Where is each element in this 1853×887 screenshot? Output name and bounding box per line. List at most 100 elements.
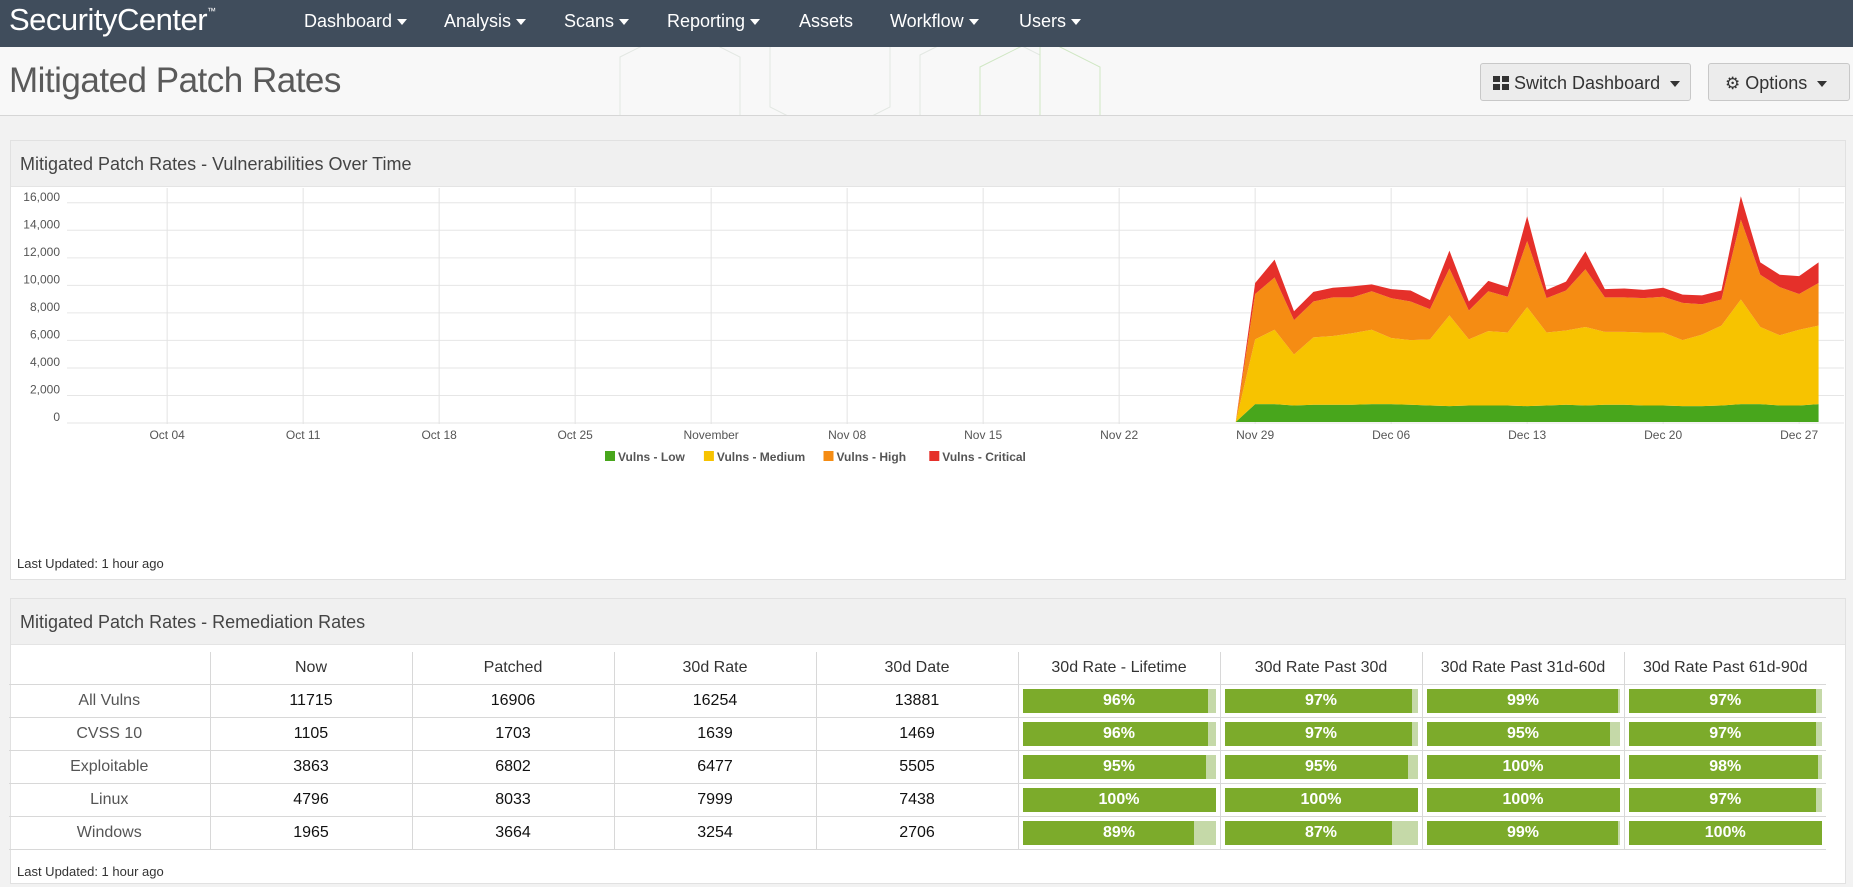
progress-label: 100% <box>1502 757 1544 775</box>
legend-label: Vulns - Medium <box>717 450 805 464</box>
caret-down-icon <box>516 19 527 26</box>
progress-fill <box>1022 754 1206 779</box>
progress-fill <box>1224 721 1412 746</box>
progress-label: 97% <box>1304 691 1338 709</box>
remediation-panel-title: Mitigated Patch Rates - Remediation Rate… <box>11 599 1845 645</box>
table-cell: 3254 <box>614 816 817 850</box>
vulnerabilities-chart: 16,000 14,000 12,000 10,000 8,000 6,000 4,000 2… <box>23 188 1844 464</box>
table-cell: 16254 <box>614 684 817 718</box>
rate-cell: 87% <box>1220 816 1423 850</box>
table-cell: 4796 <box>210 783 413 817</box>
progress-bar: 89% <box>1022 820 1216 845</box>
progress-fill <box>1628 820 1822 845</box>
progress-fill <box>1628 787 1817 812</box>
progress-bar: 97% <box>1628 721 1822 746</box>
legend-label: Vulns - High <box>837 450 907 464</box>
progress-bar: 97% <box>1628 787 1822 812</box>
nav-reporting[interactable]: Reporting <box>667 11 761 32</box>
progress-label: 100% <box>1098 790 1140 808</box>
progress-label: 100% <box>1300 790 1342 808</box>
table-cell: 7438 <box>816 783 1019 817</box>
progress-fill <box>1224 754 1408 779</box>
progress-fill <box>1022 787 1216 812</box>
progress-bar: 96% <box>1022 688 1216 713</box>
series-area <box>1235 219 1819 422</box>
progress-bar: 97% <box>1224 721 1418 746</box>
nav-assets[interactable]: Assets <box>799 11 854 31</box>
column-header: 30d Rate Past 61d-90d <box>1624 652 1826 685</box>
column-header: Now <box>210 652 413 685</box>
progress-label: 98% <box>1709 757 1742 775</box>
y-tick-label: 4,000 <box>30 355 60 369</box>
x-tick-label: Dec 27 <box>1780 428 1818 442</box>
rate-cell: 100% <box>1422 750 1625 784</box>
x-tick-label: Nov 08 <box>828 428 866 442</box>
caret-down-icon <box>750 19 761 26</box>
progress-fill <box>1022 820 1195 845</box>
progress-bar: 100% <box>1628 820 1822 845</box>
nav-workflow[interactable]: Workflow <box>890 11 979 32</box>
legend-swatch <box>605 451 615 461</box>
progress-bar: 100% <box>1022 787 1216 812</box>
table-cell: 8033 <box>412 783 615 817</box>
chart-panel-title: Mitigated Patch Rates - Vulnerabilities … <box>11 141 1845 187</box>
y-tick-label: 8,000 <box>30 300 60 314</box>
rate-cell: 100% <box>1422 783 1625 817</box>
rate-cell: 96% <box>1018 684 1221 718</box>
nav-dashboard[interactable]: Dashboard <box>304 11 408 32</box>
progress-fill <box>1022 688 1208 713</box>
page-title: Mitigated Patch Rates <box>9 61 341 100</box>
progress-label: 89% <box>1102 823 1136 841</box>
switch-dashboard-button[interactable]: Switch Dashboard <box>1480 63 1691 101</box>
options-button[interactable]: ⚙ Options <box>1708 63 1850 101</box>
progress-fill <box>1628 754 1819 779</box>
chart-last-updated: Last Updated: 1 hour ago <box>17 556 164 571</box>
column-header: 30d Rate <box>614 652 817 685</box>
table-cell: 3863 <box>210 750 413 784</box>
top-nav: SecurityCenter™ Dashboard Analysis Scans… <box>0 0 1853 47</box>
app-logo[interactable]: SecurityCenter™ <box>9 2 216 37</box>
y-tick-label: 0 <box>53 410 60 424</box>
gear-icon: ⚙ <box>1725 74 1741 93</box>
caret-down-icon <box>1817 81 1828 88</box>
table-cell: 1703 <box>412 717 615 751</box>
legend-swatch <box>703 451 714 461</box>
row-label: Exploitable <box>9 750 211 784</box>
table-header-row: Now Patched 30d Rate 30d Date 30d Rate -… <box>9 652 1826 685</box>
progress-bar: 99% <box>1426 820 1620 845</box>
progress-fill <box>1426 820 1618 845</box>
table-cell: 11715 <box>210 684 413 718</box>
trademark-mark: ™ <box>207 6 216 16</box>
progress-fill <box>1426 787 1620 812</box>
nav-analysis[interactable]: Analysis <box>444 11 527 32</box>
legend-swatch <box>823 451 834 461</box>
nav-scans[interactable]: Scans <box>564 11 630 32</box>
column-header: 30d Rate - Lifetime <box>1018 652 1221 685</box>
row-label: CVSS 10 <box>9 717 211 751</box>
chart-panel: Mitigated Patch Rates - Vulnerabilities … <box>10 140 1846 580</box>
x-tick-label: Nov 15 <box>964 428 1002 442</box>
legend-swatch <box>929 451 940 461</box>
table-row: Windows 1965 3664 3254 2706 89% 87% 99% 100% <box>9 816 1826 850</box>
rate-cell: 99% <box>1422 816 1625 850</box>
x-tick-label: Dec 20 <box>1644 428 1682 442</box>
rate-cell: 97% <box>1624 783 1826 817</box>
progress-label: 87% <box>1304 823 1338 841</box>
x-tick-label: Oct 18 <box>421 428 457 442</box>
table-cell: 1965 <box>210 816 413 850</box>
progress-bar: 99% <box>1426 688 1620 713</box>
progress-label: 95% <box>1304 757 1338 775</box>
progress-label: 96% <box>1102 691 1136 709</box>
series-area <box>1235 404 1819 422</box>
rate-cell: 97% <box>1220 684 1423 718</box>
progress-bar: 96% <box>1022 721 1216 746</box>
progress-fill <box>1426 754 1620 779</box>
rate-cell: 99% <box>1422 684 1625 718</box>
table-cell: 1105 <box>210 717 413 751</box>
nav-users[interactable]: Users <box>1019 11 1082 32</box>
caret-down-icon <box>968 19 979 26</box>
row-label: Linux <box>9 783 211 817</box>
y-tick-label: 14,000 <box>23 217 60 231</box>
series-area <box>1235 299 1819 422</box>
rate-cell: 100% <box>1624 816 1826 850</box>
